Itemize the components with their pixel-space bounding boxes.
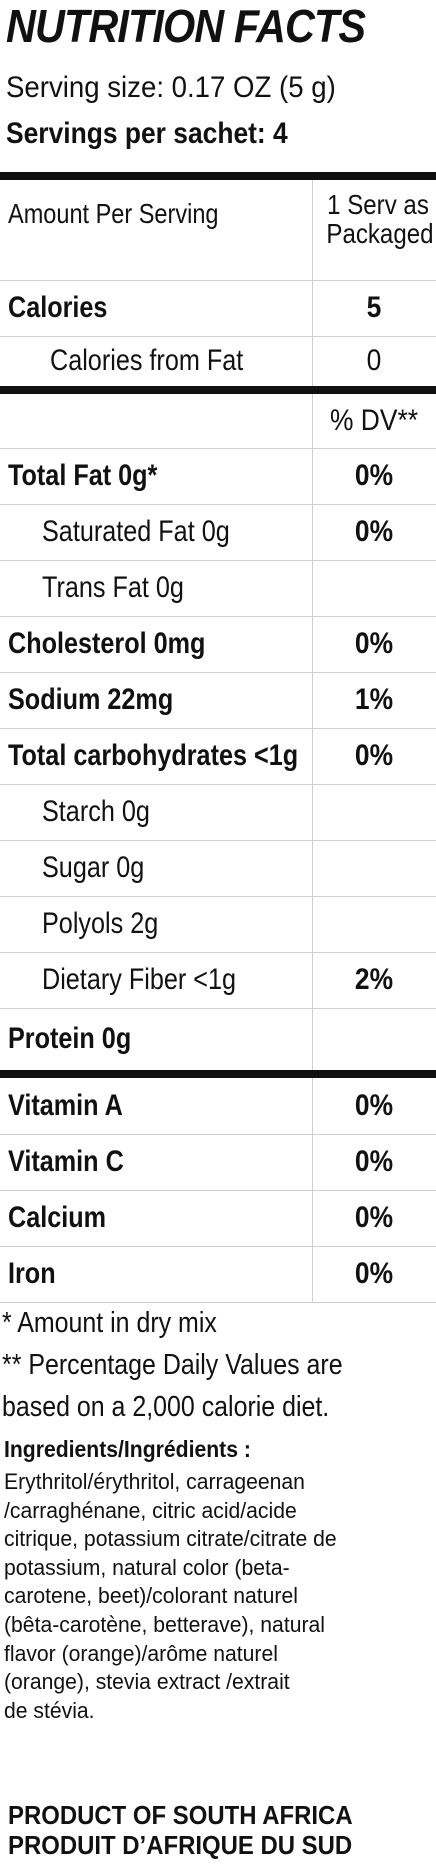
serving-column-header: 1 Serv as Packaged xyxy=(326,189,434,249)
row-label: Vitamin C xyxy=(8,1145,124,1178)
row-label: Iron xyxy=(8,1257,56,1290)
serving-size: Serving size: 0.17 OZ (5 g) xyxy=(6,71,336,104)
row-value: 5 xyxy=(366,291,382,324)
row-label: Calcium xyxy=(8,1201,107,1234)
table-row: Total carbohydrates <1g 0% xyxy=(0,728,436,785)
row-value: 0% xyxy=(354,1089,394,1122)
row-label: Total Fat 0g* xyxy=(8,459,158,492)
table-row: Calories 5 xyxy=(0,280,436,337)
row-label: Cholesterol 0mg xyxy=(8,627,206,660)
table-row: Starch 0g xyxy=(0,784,436,841)
table-row: Vitamin C 0% xyxy=(0,1134,436,1191)
row-label: Protein 0g xyxy=(8,1022,132,1055)
row-value: 0% xyxy=(354,1257,394,1290)
row-label: Saturated Fat 0g xyxy=(42,515,230,548)
origin-french: PRODUIT D’AFRIQUE DU SUD xyxy=(8,1830,353,1860)
table-row: Saturated Fat 0g 0% xyxy=(0,504,436,561)
table-row: Trans Fat 0g xyxy=(0,560,436,617)
table-row: Calcium 0% xyxy=(0,1190,436,1247)
amount-per-serving-label: Amount Per Serving xyxy=(8,198,219,229)
table-row: Sugar 0g xyxy=(0,840,436,897)
page-title: NUTRITION FACTS xyxy=(6,0,366,52)
row-value: 0% xyxy=(354,515,394,548)
row-label: Starch 0g xyxy=(42,795,150,828)
row-value: 0% xyxy=(354,459,394,492)
ingredients-title: Ingredients/Ingrédients : xyxy=(4,1436,251,1462)
row-value: 0% xyxy=(354,1145,394,1178)
row-value: 0% xyxy=(354,627,394,660)
row-label: Total carbohydrates <1g xyxy=(8,739,299,772)
table-row: Vitamin A 0% xyxy=(0,1078,436,1135)
row-label: Polyols 2g xyxy=(42,907,159,940)
table-row: Polyols 2g xyxy=(0,896,436,953)
row-label: Calories xyxy=(8,291,108,324)
servings-per-sachet: Servings per sachet: 4 xyxy=(6,117,288,150)
table-row: Cholesterol 0mg 0% xyxy=(0,616,436,673)
table-row: Dietary Fiber <1g 2% xyxy=(0,952,436,1009)
row-value: 1% xyxy=(354,683,394,716)
row-label: Calories from Fat xyxy=(50,344,244,377)
row-value: 0 xyxy=(366,344,382,377)
thick-rule-top xyxy=(0,172,436,180)
row-value: 2% xyxy=(354,963,394,996)
table-row: Calories from Fat 0 xyxy=(0,336,436,386)
thick-rule-vitamins xyxy=(0,1070,436,1078)
row-label: Sodium 22mg xyxy=(8,683,174,716)
footnote-dry-mix: * Amount in dry mix xyxy=(2,1307,217,1339)
dv-header-row: % DV** xyxy=(0,394,436,449)
table-row: Sodium 22mg 1% xyxy=(0,672,436,729)
row-value: 0% xyxy=(354,1201,394,1234)
footnote-calorie-diet: based on a 2,000 calorie diet. xyxy=(2,1391,330,1423)
thick-rule-mid xyxy=(0,386,436,394)
row-label: Trans Fat 0g xyxy=(42,571,184,604)
table-row: Protein 0g xyxy=(0,1008,436,1070)
footnote-dv: ** Percentage Daily Values are xyxy=(2,1349,343,1381)
origin-english: PRODUCT OF SOUTH AFRICA xyxy=(8,1800,353,1830)
table-row: Iron 0% xyxy=(0,1246,436,1303)
row-label: Sugar 0g xyxy=(42,851,145,884)
row-value: 0% xyxy=(354,739,394,772)
dv-header: % DV** xyxy=(329,404,419,437)
row-label: Dietary Fiber <1g xyxy=(42,963,236,996)
ingredients-text: Erythritol/érythritol, carrageenan /carr… xyxy=(4,1469,337,1723)
row-label: Vitamin A xyxy=(8,1089,123,1122)
table-header-row: Amount Per Serving 1 Serv as Packaged xyxy=(0,180,436,281)
table-row: Total Fat 0g* 0% xyxy=(0,448,436,505)
